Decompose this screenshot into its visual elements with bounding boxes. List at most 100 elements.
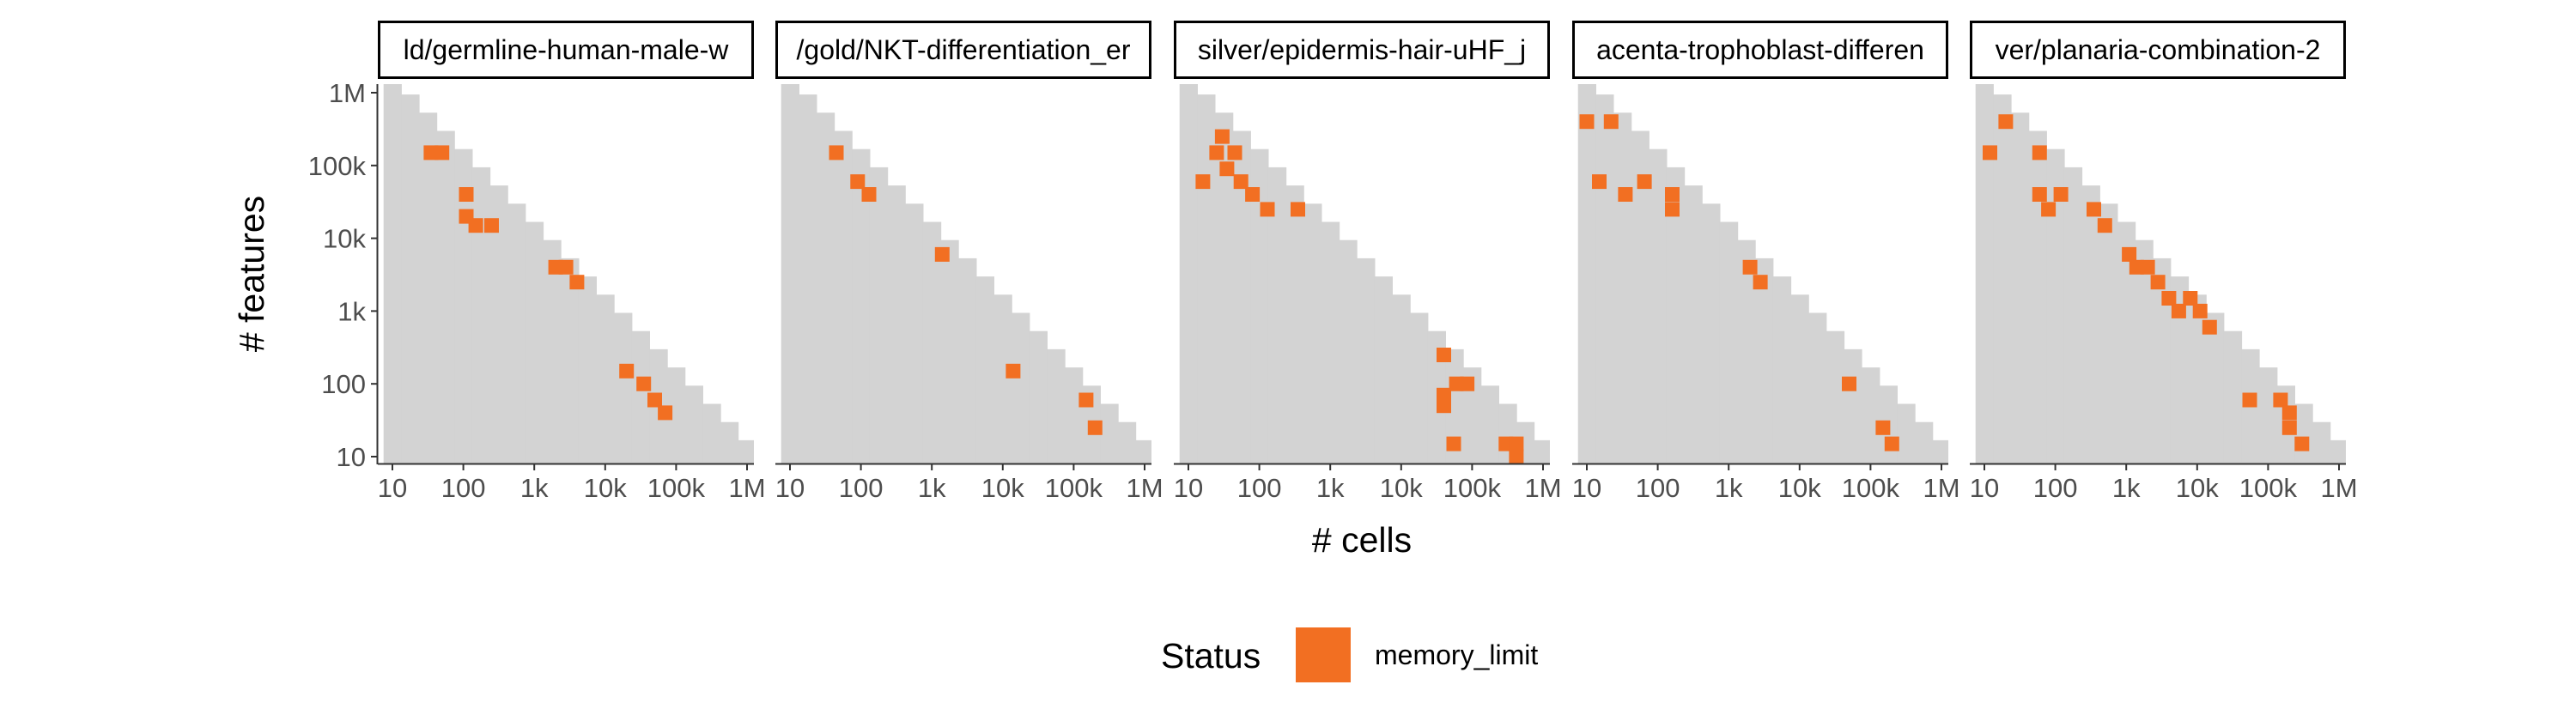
x-tick-label: 1M [1923, 473, 1959, 503]
background-cell [1631, 130, 1649, 464]
background-cell [1808, 312, 1827, 464]
background-cell [667, 367, 686, 464]
background-cell [2312, 421, 2331, 464]
legend-swatch [1296, 627, 1351, 682]
memory-limit-series [1195, 129, 1524, 464]
background-cell [1135, 439, 1151, 464]
background-cell [471, 167, 491, 464]
memory-limit-cell [1005, 363, 1021, 379]
memory-limit-cell [2192, 303, 2208, 318]
background-cell [1215, 112, 1234, 464]
background-cell [1250, 148, 1269, 464]
background-cell [1374, 276, 1393, 464]
background-cell [2188, 294, 2207, 464]
background-cell [489, 185, 508, 464]
x-tick-label: 1k [1316, 473, 1345, 503]
background-cell [1844, 348, 1862, 464]
background-cell [1577, 84, 1596, 464]
memory-limit-cell [2087, 202, 2101, 217]
background-cell [852, 148, 871, 464]
x-tick-label: 100 [441, 473, 486, 503]
memory-limit-cell [1509, 436, 1524, 451]
background-cell [1118, 421, 1137, 464]
memory-limit-cell [1291, 202, 1305, 217]
background-cell [720, 421, 739, 464]
x-tick-label: 100k [1443, 473, 1502, 503]
memory-limit-series [829, 145, 1103, 435]
memory-limit-cell [1437, 348, 1451, 362]
background-cell [817, 112, 835, 464]
x-tick-label: 10 [1970, 473, 1999, 503]
background-region [1975, 84, 2346, 464]
background-cell [1012, 312, 1030, 464]
memory-limit-cell [1245, 187, 1261, 202]
background-cell [2170, 276, 2190, 464]
background-cell [1684, 185, 1703, 464]
background-cell [525, 221, 544, 464]
memory-limit-cell [2032, 145, 2047, 161]
memory-limit-cell [1742, 259, 1758, 275]
x-tick-label: 10k [2176, 473, 2219, 503]
background-cell [1772, 276, 1792, 464]
background-cell [2028, 130, 2047, 464]
memory-limit-cell [2281, 405, 2297, 421]
x-axis-title: # cells [1312, 520, 1412, 560]
x-tick-label: 10k [584, 473, 627, 503]
x-tick-label: 10 [378, 473, 407, 503]
legend-title: Status [1161, 636, 1261, 676]
background-cell [1790, 294, 1809, 464]
background-cell [2117, 221, 2136, 464]
memory-limit-cell [1260, 202, 1275, 217]
background-cell [1463, 367, 1482, 464]
memory-limit-cell [1195, 174, 1211, 190]
background-cell [631, 330, 650, 464]
background-cell [1993, 94, 2012, 464]
memory-limit-cell [1983, 145, 1997, 161]
memory-limit-cell [2032, 187, 2047, 202]
background-cell [1862, 367, 1880, 464]
memory-limit-cell [1460, 376, 1475, 391]
background-cell [1179, 84, 1198, 464]
background-cell [869, 167, 889, 464]
background-cell [887, 185, 906, 464]
memory-limit-cell [569, 275, 585, 290]
x-tick-label: 1M [1524, 473, 1561, 503]
background-region [1577, 84, 1968, 464]
background-cell [436, 130, 455, 464]
background-cell [2294, 403, 2313, 464]
x-tick-label: 100 [2033, 473, 2078, 503]
background-cell [1897, 403, 1916, 464]
memory-limit-cell [1637, 174, 1652, 190]
y-tick-label: 100k [308, 151, 367, 181]
x-tick-label: 1M [1126, 473, 1163, 503]
x-tick-label: 1M [728, 473, 765, 503]
background-cell [1755, 258, 1774, 464]
memory-limit-cell [1665, 187, 1680, 202]
background-cell [1065, 367, 1084, 464]
memory-limit-cell [484, 218, 499, 233]
background-cell [1029, 330, 1048, 464]
background-cell [383, 84, 402, 464]
y-tick-label: 1M [329, 78, 366, 108]
memory-limit-cell [1087, 420, 1103, 435]
background-cell [1737, 239, 1756, 464]
memory-limit-cell [1233, 174, 1249, 190]
x-tick-label: 100 [1636, 473, 1680, 503]
memory-limit-cell [647, 392, 662, 408]
background-cell [454, 148, 473, 464]
memory-limit-cell [2202, 319, 2217, 335]
strip-box [1572, 21, 1948, 79]
memory-limit-cell [2097, 218, 2112, 233]
memory-limit-cell [850, 174, 866, 190]
memory-limit-cell [658, 405, 673, 421]
x-tick-label: 10k [1778, 473, 1821, 503]
facet-strip: silver/epidermis-hair-uHF_j [1174, 21, 1550, 79]
memory-limit-cell [2053, 187, 2069, 202]
y-tick-label: 10k [323, 224, 366, 254]
background-cell [561, 258, 580, 464]
facet-title: silver/epidermis-hair-uHF_j [1198, 34, 1526, 65]
background-cell [1702, 203, 1721, 464]
background-cell [1950, 445, 1968, 464]
background-cell [1915, 421, 1934, 464]
